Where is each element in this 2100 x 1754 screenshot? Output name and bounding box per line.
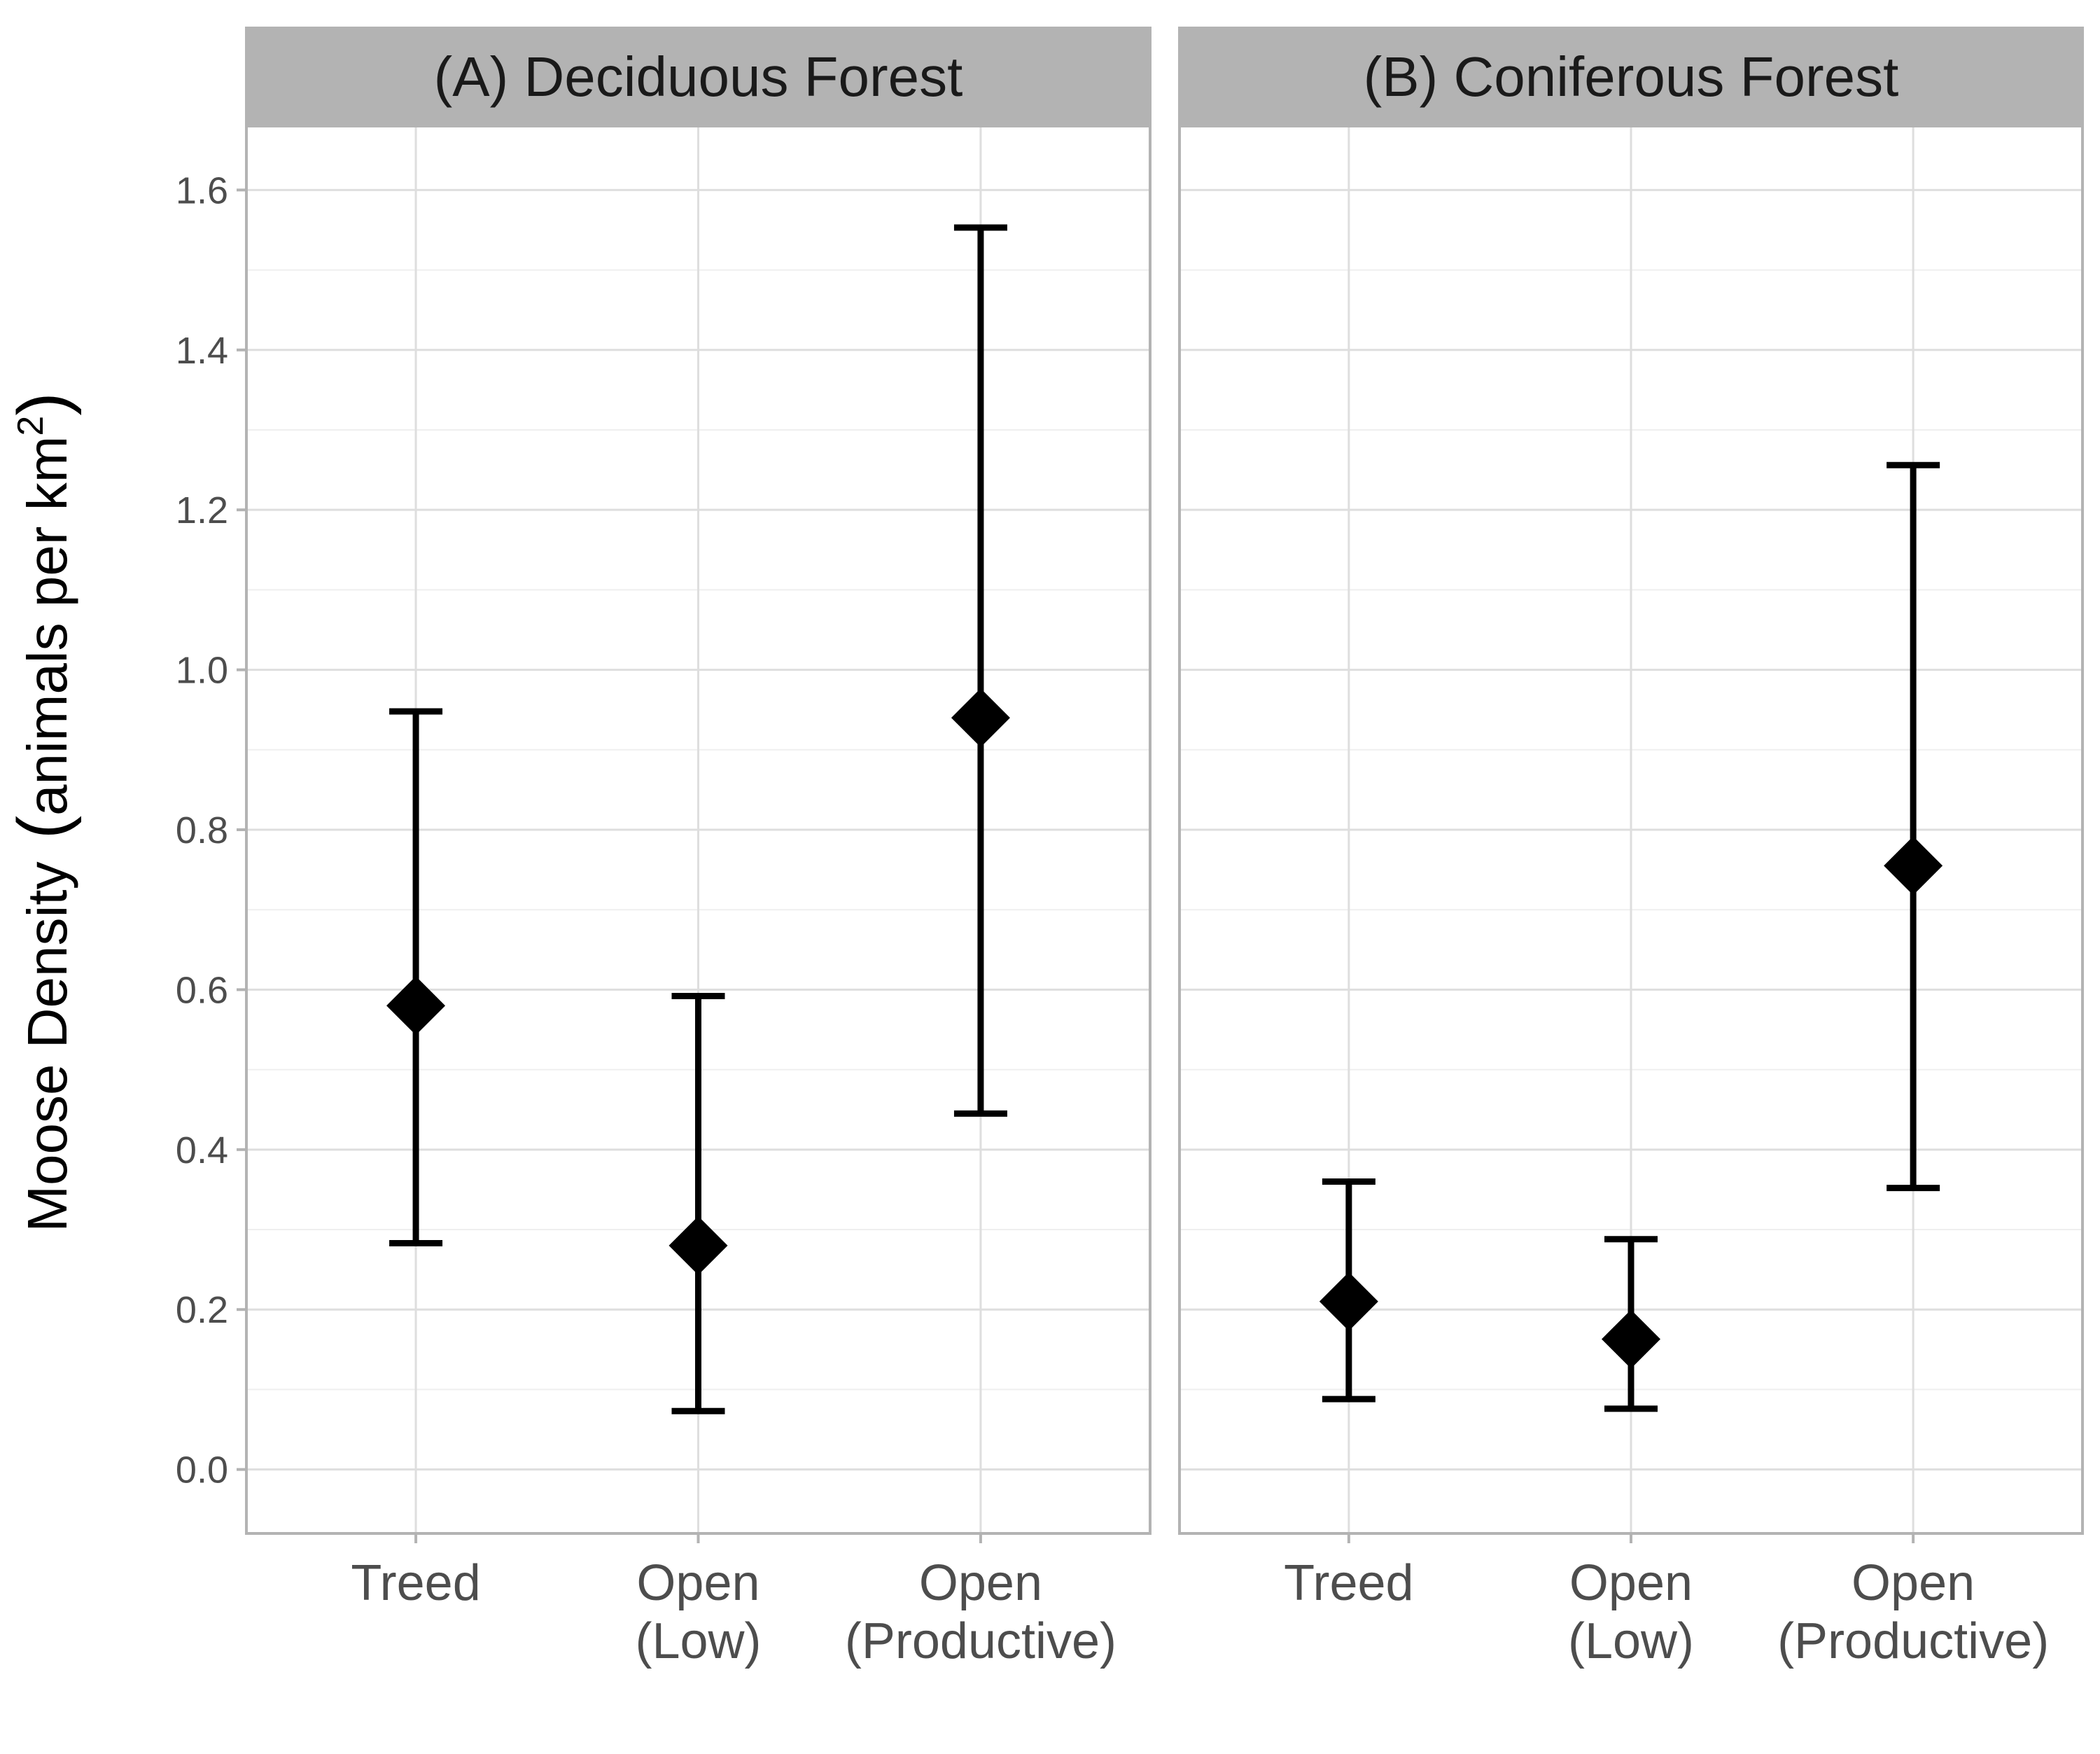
estimate-point (1884, 836, 1943, 896)
estimate-point (1319, 1272, 1378, 1331)
x-tick-label-line2: (Low) (635, 1613, 761, 1669)
y-tick-label: 0.0 (176, 1449, 228, 1491)
y-axis-title-main: Moose Density (16, 862, 78, 1232)
panel-title: (A) Deciduous Forest (434, 46, 963, 108)
data-marks-layer (386, 224, 1943, 1414)
panel-strips-layer: (A) Deciduous Forest (B) Coniferous Fores… (245, 27, 2084, 126)
grid-layer (246, 126, 2082, 1533)
y-axis-title-units: animals per km (16, 436, 78, 816)
y-tick-label: 0.4 (176, 1129, 228, 1171)
x-tick-label: Open (919, 1555, 1042, 1611)
tick-labels-layer: Treed Open(Low)Open(Productive)Treed Open(… (176, 169, 2049, 1669)
y-axis-title: Moose Density (animals per km2) (4, 392, 82, 1232)
x-tick-label: Open (1851, 1555, 1975, 1611)
y-tick-label: 0.6 (176, 969, 228, 1011)
y-tick-label: 1.4 (176, 330, 228, 372)
y-tick-label: 1.6 (176, 169, 228, 211)
y-tick-label: 1.0 (176, 650, 228, 692)
estimate-point (1602, 1309, 1660, 1369)
panel-title: (B) Coniferous Forest (1364, 46, 1899, 108)
y-axis-title-superscript: 2 (10, 416, 51, 436)
y-tick-label: 1.2 (176, 489, 228, 531)
x-tick-label-line2: (Productive) (1777, 1613, 2049, 1669)
estimate-point (386, 976, 446, 1036)
y-tick-label: 0.8 (176, 809, 228, 851)
panel-strip (1178, 27, 2084, 126)
x-tick-label: Treed (1284, 1555, 1413, 1611)
y-axis-title-open-paren: ( (4, 816, 82, 839)
x-tick-label: Open (636, 1555, 760, 1611)
x-tick-label-line2: (Productive) (845, 1613, 1116, 1669)
estimate-point (951, 688, 1010, 748)
x-tick-label-line2: (Low) (1568, 1613, 1694, 1669)
panel-strip (245, 27, 1152, 126)
y-axis-title-close-paren: ) (4, 392, 82, 415)
y-tick-label: 0.2 (176, 1289, 228, 1331)
estimate-point (668, 1216, 728, 1275)
x-tick-label: Open (1569, 1555, 1693, 1611)
x-tick-label: Treed (351, 1555, 480, 1611)
